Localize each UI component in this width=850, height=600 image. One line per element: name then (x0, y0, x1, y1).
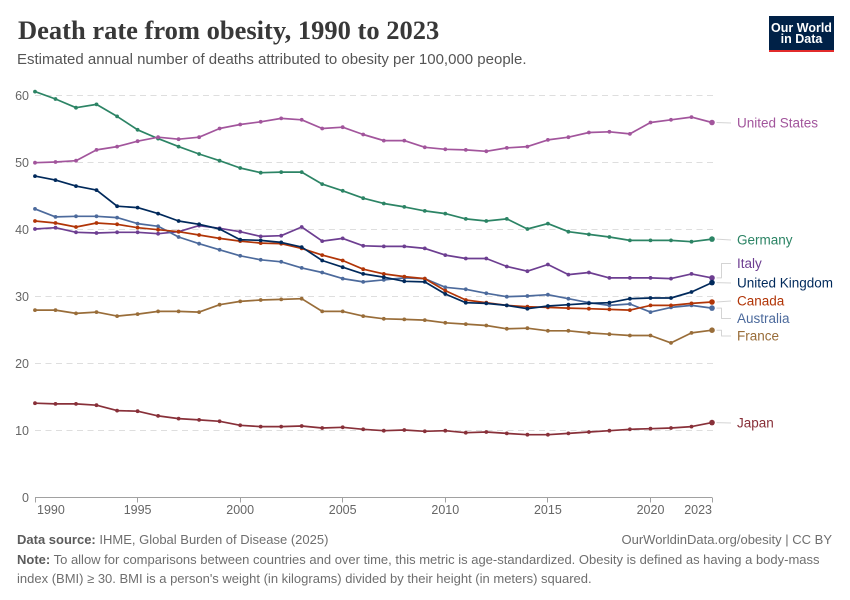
svg-text:10: 10 (15, 424, 29, 438)
svg-text:2023: 2023 (684, 503, 712, 517)
svg-text:Germany: Germany (737, 233, 793, 248)
svg-text:30: 30 (15, 290, 29, 304)
svg-text:20: 20 (15, 357, 29, 371)
svg-text:Australia: Australia (737, 311, 790, 326)
svg-text:2015: 2015 (534, 503, 562, 517)
svg-text:France: France (737, 329, 779, 344)
svg-text:United Kingdom: United Kingdom (737, 276, 833, 291)
svg-text:2020: 2020 (637, 503, 665, 517)
svg-text:1995: 1995 (124, 503, 152, 517)
svg-text:0: 0 (22, 491, 29, 505)
svg-text:2000: 2000 (226, 503, 254, 517)
svg-text:United States: United States (737, 116, 818, 131)
svg-text:2005: 2005 (329, 503, 357, 517)
svg-text:2010: 2010 (431, 503, 459, 517)
svg-text:50: 50 (15, 156, 29, 170)
svg-text:Italy: Italy (737, 256, 762, 271)
svg-text:40: 40 (15, 223, 29, 237)
svg-text:Japan: Japan (737, 416, 774, 431)
svg-text:1990: 1990 (37, 503, 65, 517)
svg-text:Canada: Canada (737, 294, 785, 309)
svg-text:60: 60 (15, 89, 29, 103)
